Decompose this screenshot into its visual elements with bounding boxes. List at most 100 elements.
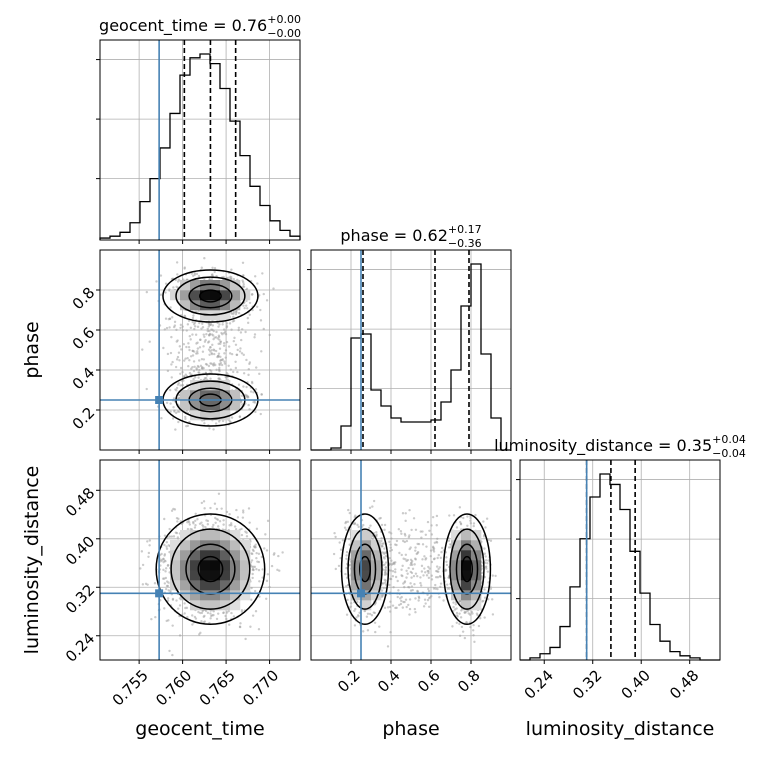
sample-point [177, 351, 181, 354]
sample-point [334, 535, 337, 539]
sample-point [189, 326, 193, 330]
y-tick-label-phase: 0.4 [69, 364, 99, 394]
sample-point [191, 623, 194, 626]
sample-point [227, 609, 230, 613]
sample-point [165, 541, 169, 544]
sample-point [278, 569, 281, 572]
density-cell [240, 570, 251, 581]
sample-point [225, 510, 229, 514]
sample-point [358, 611, 361, 614]
sample-point [194, 376, 197, 379]
density-cell [471, 570, 482, 581]
sample-point [222, 328, 226, 331]
sample-point [409, 589, 413, 592]
contour-0-2 [188, 283, 233, 309]
sample-point [465, 620, 468, 624]
sample-point [394, 568, 397, 571]
sample-point [484, 559, 488, 562]
sample-point [268, 585, 271, 589]
sample-point [262, 327, 265, 331]
density-cell [190, 560, 201, 571]
sample-point [430, 595, 433, 598]
sample-point [179, 384, 182, 387]
density-cell [361, 600, 372, 611]
sample-point [383, 578, 386, 582]
sample-point [227, 276, 230, 280]
sample-point [195, 342, 198, 345]
sample-point [395, 543, 398, 547]
sample-point [410, 576, 413, 579]
sample-point [374, 630, 377, 634]
sample-point [414, 528, 418, 531]
sample-point [436, 576, 440, 579]
density-cell [220, 410, 231, 421]
sample-point [197, 610, 200, 614]
truth-marker [155, 589, 164, 598]
sample-point [346, 598, 349, 602]
sample-point [339, 556, 342, 560]
sample-point [386, 645, 390, 648]
sample-point [469, 625, 472, 629]
sample-point [458, 622, 461, 626]
sample-point [260, 350, 263, 353]
sample-point [237, 326, 241, 330]
density-cell [461, 540, 472, 551]
sample-point [214, 422, 218, 425]
sample-point [272, 553, 276, 556]
sample-point [409, 582, 412, 585]
sample-point [210, 349, 213, 352]
sample-point [400, 532, 403, 535]
density-cell [170, 550, 181, 561]
sample-point [254, 546, 257, 549]
sample-point [236, 348, 239, 352]
sample-point [375, 530, 378, 534]
sample-point [244, 393, 247, 397]
sample-point [427, 589, 431, 593]
sample-point [191, 614, 194, 617]
sample-point [222, 341, 226, 345]
sample-point [472, 634, 475, 637]
sample-point [237, 328, 240, 332]
density-cell [461, 590, 472, 601]
density-cell [200, 410, 211, 421]
sample-point [164, 291, 167, 294]
sample-point [455, 621, 459, 624]
sample-point [201, 524, 204, 527]
sample-point [188, 359, 191, 362]
density-cell [180, 400, 191, 411]
sample-point [427, 569, 430, 573]
sample-point [353, 624, 357, 627]
sample-point [408, 607, 412, 611]
marginal-luminosity_distance: luminosity_distance = 0.35+0.04−0.04 [494, 433, 746, 664]
density-cell [351, 570, 362, 581]
sample-point [259, 319, 263, 322]
density-cell [180, 280, 191, 291]
sample-point [247, 373, 250, 377]
sample-point [214, 516, 217, 520]
sample-point [252, 565, 255, 569]
sample-point [165, 401, 169, 404]
sample-point [213, 502, 217, 505]
density-cell [351, 580, 362, 591]
sample-point [225, 372, 229, 375]
sample-point [174, 388, 177, 391]
sample-point [240, 527, 243, 531]
sample-point [224, 330, 227, 334]
sample-point [483, 596, 487, 599]
sample-point [198, 346, 202, 349]
sample-point [381, 551, 384, 554]
sample-point [401, 512, 405, 515]
sample-point [477, 624, 481, 628]
sample-point [239, 622, 242, 625]
sample-point [388, 540, 391, 544]
sample-point [220, 331, 223, 335]
sample-point [419, 584, 423, 587]
density-cell [371, 580, 382, 591]
sample-point [247, 403, 250, 407]
sample-point [181, 384, 184, 387]
sample-point [416, 575, 419, 578]
sample-point [223, 352, 226, 355]
sample-point [277, 554, 280, 558]
sample-point [250, 380, 254, 384]
sample-point [245, 535, 249, 538]
